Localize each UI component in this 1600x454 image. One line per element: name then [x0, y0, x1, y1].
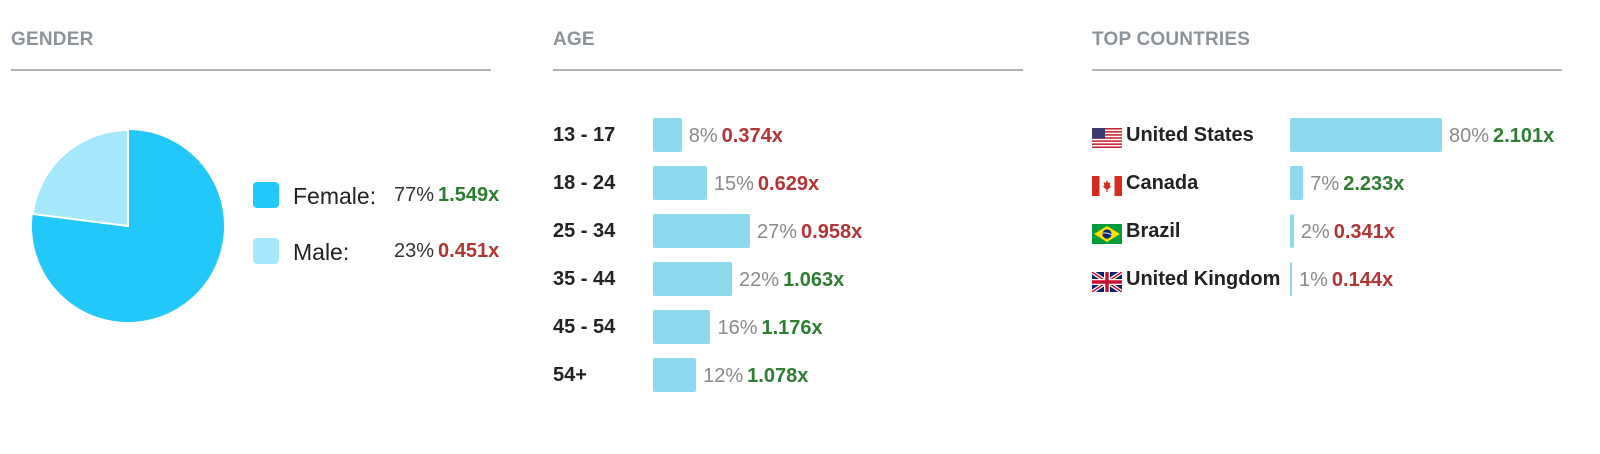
- age-range-label: 25 - 34: [553, 220, 616, 242]
- country-multiplier: 2.101x: [1493, 125, 1555, 147]
- gender-title: GENDER: [11, 29, 94, 50]
- age-stats: 16% 1.176x: [717, 317, 822, 340]
- country-stats: 1% 0.144x: [1299, 269, 1393, 292]
- country-bar: [1290, 118, 1442, 152]
- age-bar: [653, 262, 733, 296]
- age-multiplier: 1.063x: [783, 269, 845, 291]
- gender-divider: [11, 69, 491, 71]
- legend-multiplier-female: 1.549x: [438, 184, 500, 206]
- age-range-label: 35 - 44: [553, 268, 616, 290]
- gender-pie-chart: [31, 128, 225, 323]
- countries-title: TOP COUNTRIES: [1092, 29, 1251, 50]
- age-range-label: 18 - 24: [553, 172, 616, 194]
- age-pct: 16%: [717, 317, 758, 339]
- age-multiplier: 0.629x: [757, 173, 820, 195]
- legend-stats-male: 23% 0.451x: [394, 240, 499, 263]
- age-stats: 27% 0.958x: [757, 221, 862, 244]
- uk-flag-icon: [1092, 272, 1122, 292]
- age-pct: 15%: [713, 173, 754, 195]
- age-range-label: 54+: [553, 364, 587, 386]
- country-multiplier: 2.233x: [1343, 173, 1405, 195]
- age-pct: 12%: [703, 365, 744, 387]
- country-bar: [1290, 166, 1304, 200]
- us-flag-icon: [1092, 128, 1122, 148]
- age-pct: 22%: [739, 269, 780, 291]
- age-title: AGE: [553, 29, 595, 50]
- legend-stats-female: 77% 1.549x: [394, 184, 499, 207]
- country-multiplier: 0.144x: [1331, 269, 1394, 291]
- age-bar: [653, 118, 682, 152]
- gender-section: GENDER Female: 77% 1.549x Male: 23% 0.451x: [11, 0, 531, 454]
- country-name: United Kingdom: [1126, 268, 1281, 290]
- age-pct: 27%: [757, 221, 798, 243]
- age-section: AGE 13 - 17 8% 0.374x 18 - 24 15% 0.629x 25 - …: [553, 0, 1053, 454]
- country-multiplier: 0.341x: [1333, 221, 1395, 243]
- country-stats: 2% 0.341x: [1301, 221, 1395, 244]
- country-bar: [1290, 214, 1294, 248]
- age-multiplier: 1.078x: [747, 365, 809, 387]
- age-stats: 12% 1.078x: [703, 365, 808, 388]
- country-name: Canada: [1126, 172, 1199, 194]
- age-multiplier: 1.176x: [761, 317, 823, 339]
- country-pct: 7%: [1310, 173, 1340, 195]
- legend-pct-female: 77%: [394, 184, 435, 206]
- age-bar: [653, 214, 750, 248]
- legend-pct-male: 23%: [394, 240, 435, 262]
- country-pct: 2%: [1300, 221, 1330, 243]
- country-bar: [1290, 262, 1292, 296]
- age-stats: 8% 0.374x: [689, 125, 783, 148]
- legend-label-male: Male:: [293, 239, 350, 265]
- country-name: Brazil: [1126, 220, 1181, 242]
- legend-swatch-male: [253, 238, 279, 264]
- canada-flag-icon: [1092, 176, 1122, 196]
- brazil-flag-icon: [1092, 224, 1122, 244]
- country-stats: 80% 2.101x: [1449, 125, 1554, 148]
- country-stats: 7% 2.233x: [1310, 173, 1404, 196]
- country-pct: 1%: [1299, 269, 1328, 291]
- age-stats: 15% 0.629x: [714, 173, 819, 196]
- age-pct: 8%: [688, 125, 718, 147]
- age-range-label: 13 - 17: [553, 124, 616, 146]
- age-stats: 22% 1.063x: [739, 269, 844, 292]
- age-bar: [653, 166, 707, 200]
- legend-swatch-female: [253, 182, 279, 208]
- age-multiplier: 0.958x: [801, 221, 863, 243]
- legend-multiplier-male: 0.451x: [438, 240, 500, 262]
- age-bar: [653, 358, 697, 392]
- age-multiplier: 0.374x: [721, 125, 783, 147]
- age-range-label: 45 - 54: [553, 316, 616, 338]
- pie-slice-male: [31, 128, 129, 228]
- countries-section: TOP COUNTRIES United States 80% 2.101x Cana…: [1092, 0, 1592, 454]
- country-pct: 80%: [1449, 125, 1490, 147]
- country-name: United States: [1126, 124, 1254, 146]
- age-divider: [553, 69, 1023, 71]
- age-bar: [653, 310, 711, 344]
- countries-divider: [1092, 69, 1562, 71]
- legend-label-female: Female:: [293, 183, 377, 209]
